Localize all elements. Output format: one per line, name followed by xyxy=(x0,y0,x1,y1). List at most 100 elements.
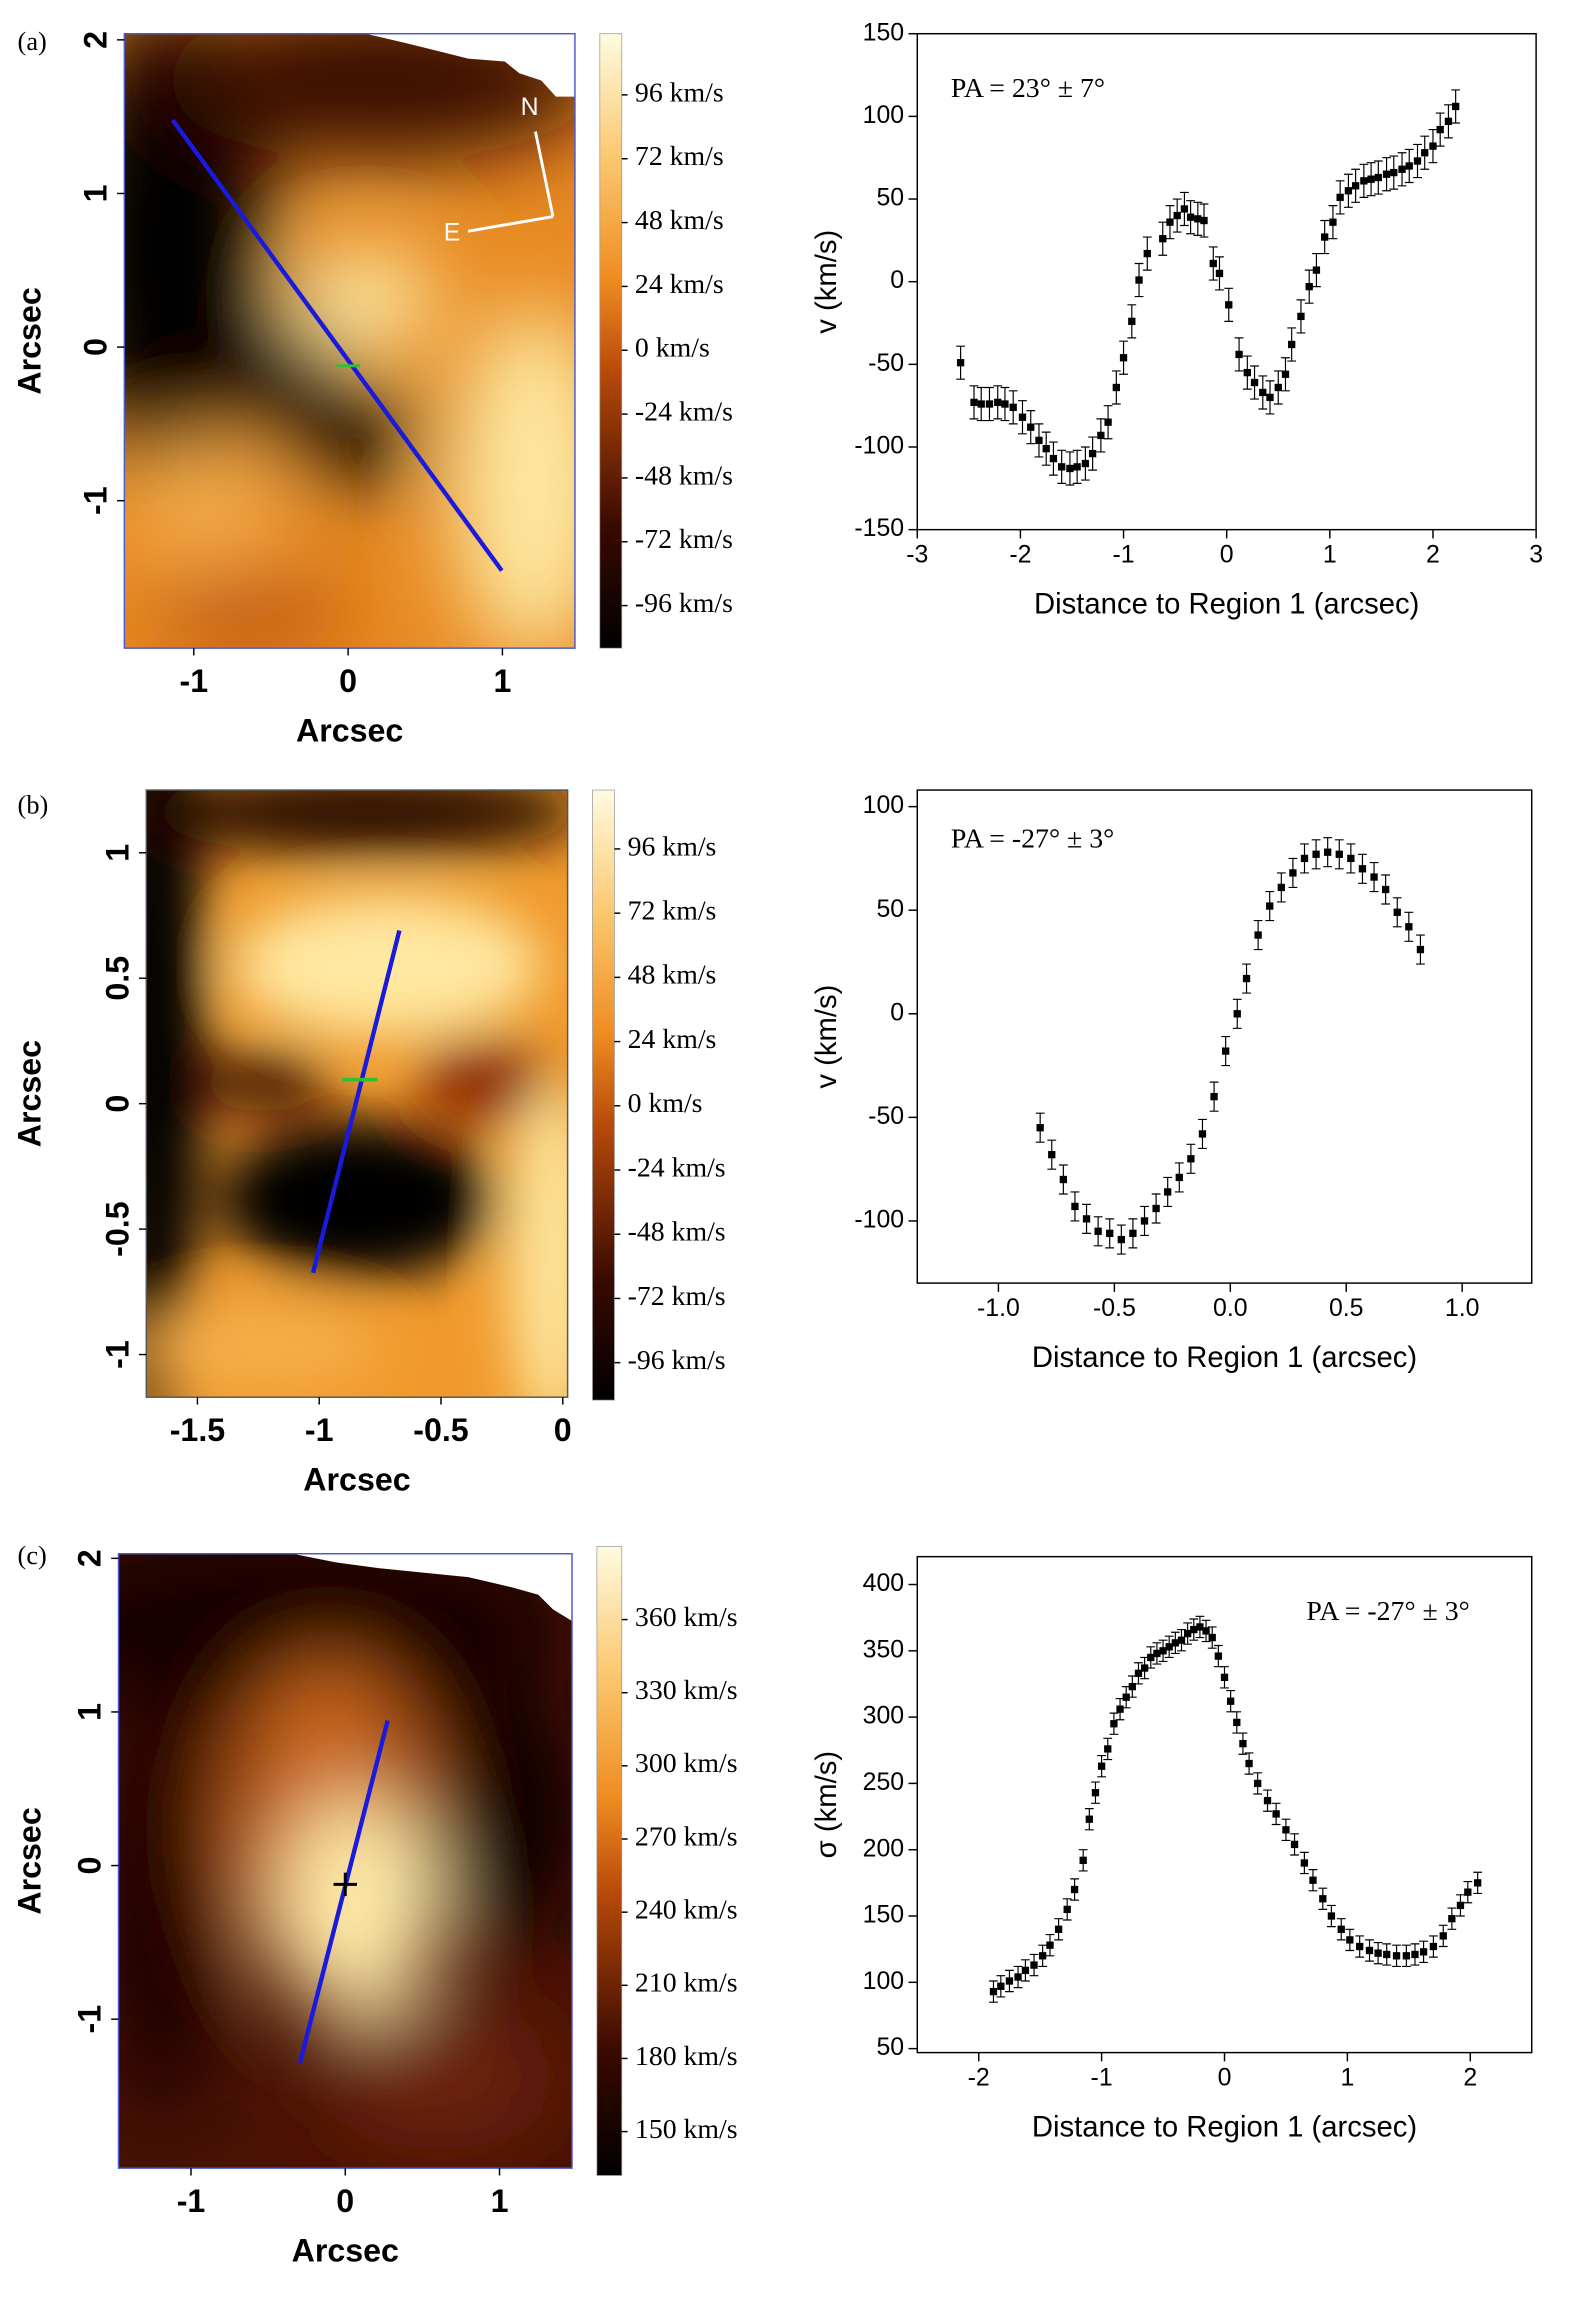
point xyxy=(1233,1010,1241,1018)
y-tick-label: 0 xyxy=(78,338,114,356)
y-tick-label: 0 xyxy=(72,1857,108,1875)
map-image xyxy=(124,33,575,649)
point xyxy=(1444,117,1453,125)
point xyxy=(1063,1905,1071,1914)
colorbar-tick-label: 72 km/s xyxy=(628,896,717,927)
y-tick-label: -50 xyxy=(868,349,904,377)
point xyxy=(1159,1647,1167,1655)
colorbar-tick-label: 0 km/s xyxy=(635,333,710,364)
plot-frame xyxy=(916,789,1533,1284)
colorbar-tick-label: 72 km/s xyxy=(635,141,724,172)
colorbar-tick-label: -48 km/s xyxy=(628,1217,726,1248)
point xyxy=(1274,383,1282,392)
point xyxy=(1351,182,1360,190)
panel-label: (a) xyxy=(18,27,47,56)
point xyxy=(1198,1130,1207,1138)
y-tick-label: 0 xyxy=(890,998,904,1026)
colorbar-tick-label: 270 km/s xyxy=(635,1821,738,1852)
point xyxy=(1281,370,1290,378)
x-tick-label: 1.0 xyxy=(1445,1294,1480,1322)
y-tick-label: 400 xyxy=(863,1569,904,1597)
y-axis-label: Arcsec xyxy=(12,1040,48,1147)
point xyxy=(1159,235,1167,243)
y-axis-label: Arcsec xyxy=(12,1807,48,1914)
panel-label: (c) xyxy=(18,1541,47,1570)
point xyxy=(1088,449,1097,458)
point xyxy=(1263,1796,1272,1805)
point xyxy=(1134,1669,1143,1678)
point xyxy=(1266,902,1274,910)
point xyxy=(1390,168,1398,177)
colorbar-tick-label: -24 km/s xyxy=(635,396,733,427)
y-tick-label: -1 xyxy=(99,1340,135,1369)
point xyxy=(1187,1155,1195,1163)
point xyxy=(1021,1966,1030,1975)
point xyxy=(1153,1649,1161,1658)
point xyxy=(1300,1859,1309,1867)
point xyxy=(1122,1693,1130,1701)
plot-frame xyxy=(916,32,1537,531)
point xyxy=(985,400,994,408)
point xyxy=(1177,1636,1186,1644)
point xyxy=(1324,848,1332,856)
point xyxy=(1233,1718,1241,1727)
point xyxy=(1305,282,1313,291)
colorbar-tick-label: 96 km/s xyxy=(628,831,717,862)
x-tick-label: 0.0 xyxy=(1213,1294,1248,1322)
y-tick-label: -150 xyxy=(854,514,904,542)
point xyxy=(1266,393,1274,402)
point xyxy=(1215,269,1224,278)
y-tick-label: 0 xyxy=(890,266,904,294)
point xyxy=(1094,1227,1102,1235)
point xyxy=(1319,1895,1327,1903)
point xyxy=(1365,1946,1374,1955)
point xyxy=(997,1982,1005,1990)
point xyxy=(1429,142,1437,150)
point xyxy=(1085,1815,1093,1823)
y-tick-label: 50 xyxy=(876,184,904,212)
y-tick-label: 100 xyxy=(863,1967,904,1995)
point xyxy=(1405,923,1413,931)
point xyxy=(1175,1173,1183,1182)
point xyxy=(1180,205,1189,213)
point xyxy=(1038,1952,1047,1960)
y-axis-label: σ (km/s) xyxy=(811,1751,843,1858)
y-tick-label: 100 xyxy=(863,791,904,819)
point xyxy=(1272,1810,1280,1818)
x-tick-label: -3 xyxy=(906,541,928,569)
point xyxy=(1214,1652,1223,1660)
y-tick-label: 50 xyxy=(876,2033,904,2061)
y-tick-label: -1 xyxy=(78,486,114,515)
y-tick-label: -100 xyxy=(854,1206,904,1234)
point xyxy=(1321,233,1329,241)
x-tick-label: 2 xyxy=(1426,541,1440,569)
point xyxy=(1300,854,1309,863)
colorbar xyxy=(596,1546,623,2176)
point xyxy=(994,398,1002,407)
point xyxy=(1327,1912,1336,1920)
x-tick-label: 0 xyxy=(339,663,357,699)
x-tick-label: -1 xyxy=(1091,2063,1113,2091)
point xyxy=(1312,266,1321,274)
annotation: PA = -27° ± 3° xyxy=(951,824,1114,855)
colorbar-tick-label: 0 km/s xyxy=(628,1088,703,1119)
point xyxy=(1166,218,1174,226)
colorbar-tick-label: 300 km/s xyxy=(635,1748,738,1779)
point xyxy=(1210,1092,1218,1101)
point xyxy=(1073,463,1081,471)
x-tick-label: 3 xyxy=(1529,541,1543,569)
point xyxy=(1117,1235,1125,1244)
y-tick-label: -100 xyxy=(854,432,904,460)
point xyxy=(1202,1627,1210,1635)
point xyxy=(1392,1952,1401,1960)
point xyxy=(1336,193,1344,202)
x-tick-label: 1 xyxy=(493,663,511,699)
point xyxy=(1220,1673,1229,1681)
point xyxy=(1036,1124,1044,1132)
panel-label: (b) xyxy=(18,791,49,820)
y-tick-label: 0 xyxy=(99,1095,135,1113)
point xyxy=(1398,165,1406,173)
x-tick-label: 1 xyxy=(1323,541,1337,569)
point xyxy=(1106,1229,1114,1238)
point xyxy=(1081,459,1090,468)
